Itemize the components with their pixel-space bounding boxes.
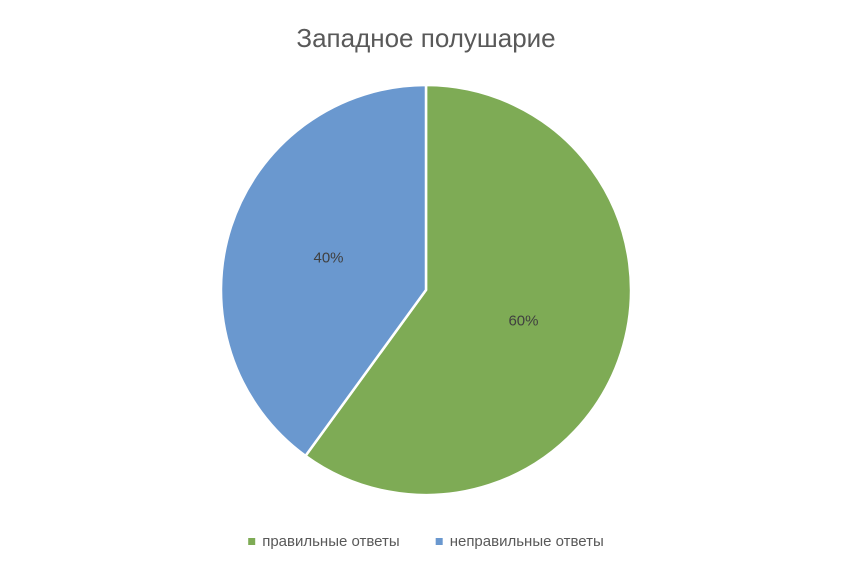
legend-label: правильные ответы — [262, 533, 399, 550]
legend-label: неправильные ответы — [450, 533, 604, 550]
pie-slice — [219, 83, 428, 458]
chart-title: Западное полушарие — [296, 23, 555, 53]
data-label: 40% — [314, 249, 344, 266]
legend-marker — [435, 538, 443, 545]
pie-slice — [303, 83, 633, 497]
legend-marker — [248, 538, 256, 545]
data-label: 60% — [508, 313, 538, 330]
